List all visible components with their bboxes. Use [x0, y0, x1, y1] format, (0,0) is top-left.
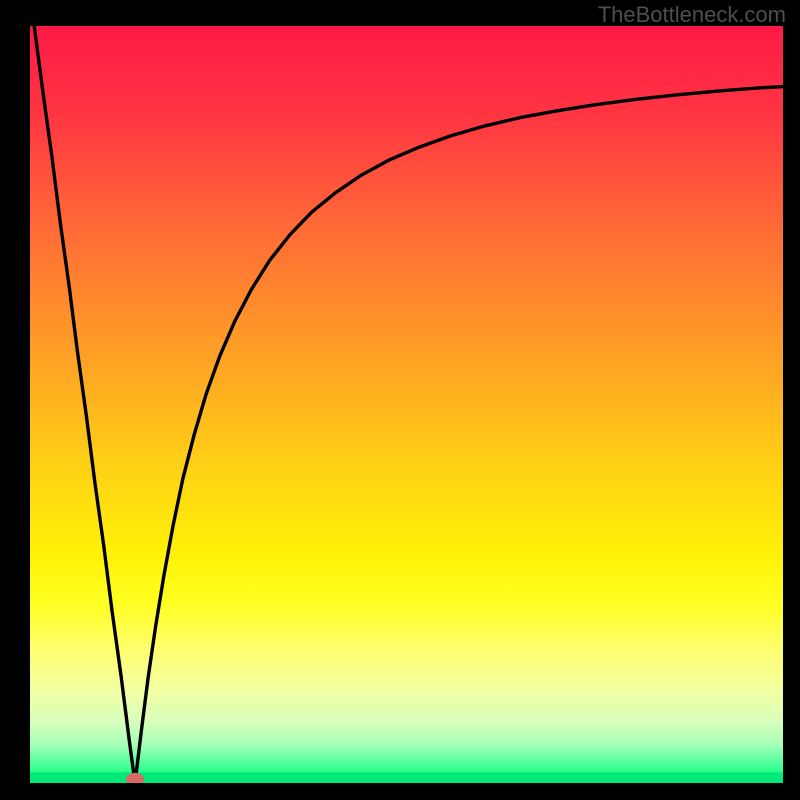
curve-left [34, 26, 135, 783]
chart-container: TheBottleneck.com [0, 0, 800, 800]
plot-area [30, 26, 783, 783]
curve-layer [30, 26, 783, 783]
watermark-text: TheBottleneck.com [598, 2, 786, 28]
curve-right [135, 87, 783, 783]
